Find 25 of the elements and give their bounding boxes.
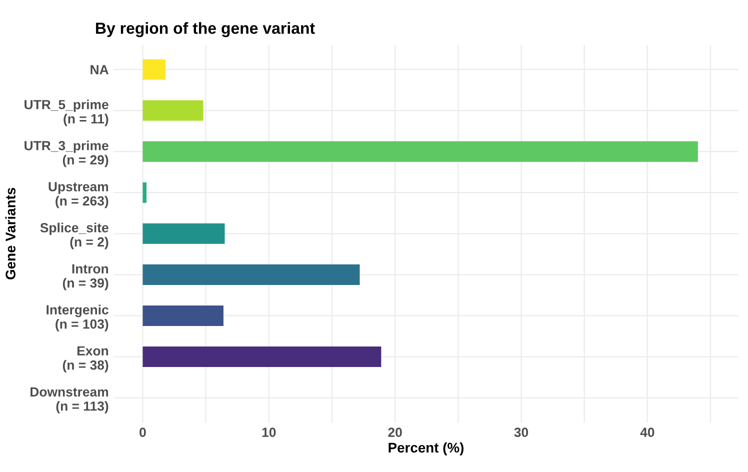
- bar: [142, 305, 224, 326]
- x-tick-label: 20: [388, 428, 402, 437]
- y-tick-label: Exon (n = 38): [62, 346, 108, 372]
- y-tick-label: Downstream (n = 113): [30, 387, 108, 414]
- chart-title: By region of the gene variant: [96, 22, 315, 38]
- bar: [142, 100, 204, 121]
- bar: [142, 223, 225, 244]
- y-tick-label: UTR_5_prime (n = 11): [24, 100, 108, 126]
- x-tick-label: 0: [140, 428, 146, 437]
- y-tick-label: Upstream (n = 263): [48, 182, 108, 208]
- x-tick-label: 40: [640, 428, 654, 437]
- bar: [142, 182, 146, 203]
- y-tick-label: Splice_site (n = 2): [40, 222, 108, 250]
- x-tick-label: 30: [514, 428, 528, 438]
- bar: [142, 346, 382, 368]
- y-tick-label: NA: [90, 65, 108, 74]
- y-tick-label: UTR_3_prime (n = 29): [24, 140, 108, 168]
- bar: [142, 264, 360, 285]
- y-axis-title: Gene Variants: [5, 188, 16, 280]
- x-tick-label: 10: [262, 428, 276, 437]
- y-tick-label: Intron (n = 39): [62, 264, 108, 290]
- x-axis-title: Percent (%): [388, 442, 464, 456]
- y-tick-label: Intergenic (n = 103): [46, 304, 108, 332]
- bar: [142, 59, 166, 80]
- bar: [142, 141, 698, 162]
